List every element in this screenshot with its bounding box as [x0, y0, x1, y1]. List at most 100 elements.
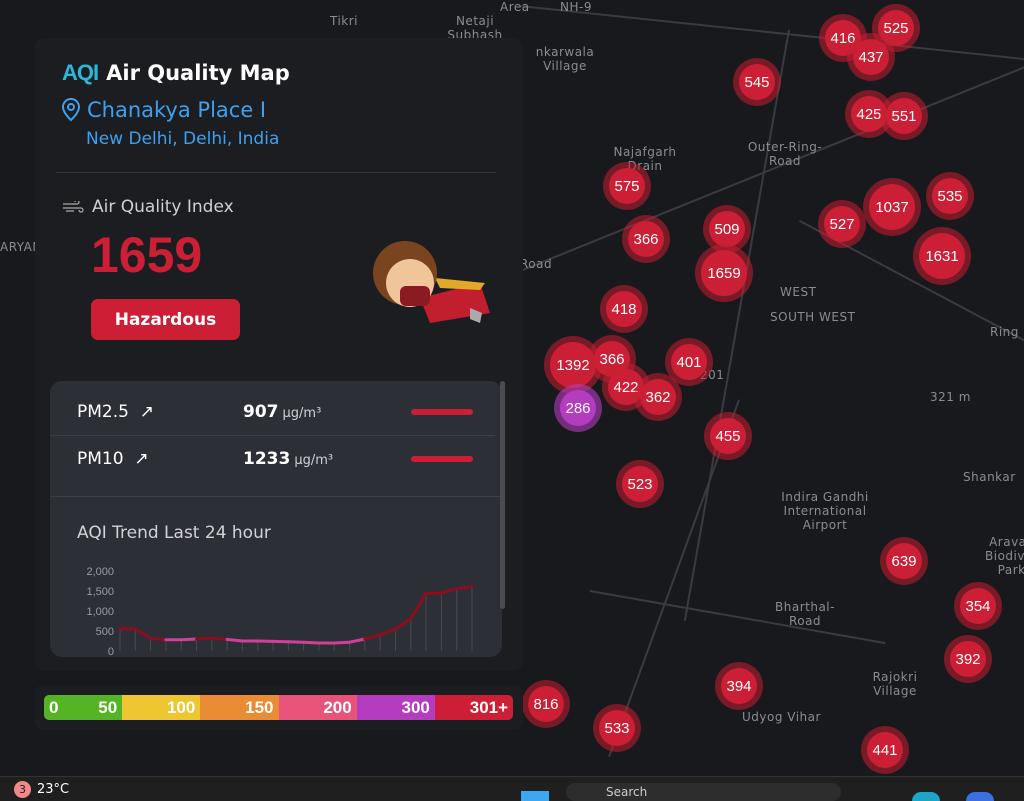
trend-line-segment [302, 640, 321, 645]
weather-badge: 3 [14, 781, 31, 798]
aqi-marker[interactable]: 1631 [913, 227, 971, 285]
aqi-marker-value: 362 [640, 379, 676, 415]
location-city: New Delhi, Delhi, India [86, 129, 280, 149]
pollutant-level-bar [411, 409, 473, 415]
app-title-text: Air Quality Map [106, 61, 290, 85]
app-title: AQI Air Quality Map [62, 60, 290, 86]
aqi-marker[interactable]: 455 [704, 412, 752, 460]
wind-icon [63, 201, 84, 213]
aqi-marker[interactable]: 354 [954, 582, 1002, 630]
aqi-marker-value: 455 [710, 418, 746, 454]
map-label: NH-9 [560, 0, 592, 14]
location-name-text: Chanakya Place I [87, 98, 267, 122]
trend-arrow-icon: ↗ [134, 449, 149, 469]
aqi-marker[interactable]: 527 [818, 200, 866, 248]
location-name[interactable]: Chanakya Place I [61, 98, 266, 122]
divider [50, 435, 495, 436]
trend-arrow-icon: ↗ [139, 402, 155, 422]
aqi-marker-value: 816 [528, 686, 564, 722]
trend-line-segment [133, 627, 153, 640]
copilot-icon[interactable] [966, 792, 994, 801]
pollutant-value: 1233 [243, 449, 291, 469]
trend-line-segment [393, 617, 413, 631]
aqi-logo: AQI [62, 60, 99, 85]
map-label: nkarwala Village [535, 45, 595, 73]
map-label: Shankar [963, 470, 1016, 484]
pollutant-name: PM10 [77, 449, 124, 469]
aqi-marker[interactable]: 362 [634, 373, 682, 421]
aqi-marker[interactable]: 1037 [863, 178, 921, 236]
map-label: Rajokri Village [872, 670, 918, 698]
y-tick-label: 1,500 [86, 586, 114, 598]
trend-line-segment [210, 636, 229, 641]
aqi-trend-chart: 2,000 1,500 1,000 500 0 [86, 566, 474, 657]
aqi-marker-value: 441 [867, 732, 903, 768]
aqi-marker-value: 535 [932, 178, 968, 214]
legend-label: 300 [401, 697, 430, 717]
aqi-marker[interactable]: 535 [926, 172, 974, 220]
map-label: Aravali Biodiver Park [985, 535, 1024, 577]
aqi-marker[interactable]: 392 [944, 635, 992, 683]
trend-line-segment [179, 637, 199, 642]
aqi-value: 1659 [91, 227, 203, 283]
legend-segment: 100 [122, 695, 201, 720]
aqi-marker[interactable]: 394 [715, 662, 763, 710]
trend-line-segment [378, 627, 397, 637]
aqi-marker-value: 354 [960, 588, 996, 624]
divider [50, 496, 502, 497]
trend-line-segment [225, 637, 244, 643]
aqi-marker[interactable]: 286 [554, 384, 602, 432]
aqi-marker-value: 551 [886, 98, 922, 134]
trend-line-segment [439, 587, 459, 595]
map-label: Udyog Vihar [742, 710, 821, 724]
pollutant-row-pm25[interactable]: PM2.5 ↗ 907 µg/m³ [50, 389, 495, 435]
search-placeholder: Search [606, 785, 648, 799]
aqi-marker[interactable]: 551 [880, 92, 928, 140]
map-label: SOUTH WEST [770, 310, 856, 324]
pollutant-unit: µg/m³ [282, 406, 322, 421]
map-label: Road [520, 257, 553, 271]
weather-widget[interactable]: 3 23°C [14, 781, 69, 798]
aqi-marker-value: 422 [608, 369, 644, 405]
scrollbar[interactable] [500, 381, 505, 609]
map-label: Indira Gandhi International Airport [781, 490, 869, 532]
aqi-marker[interactable]: 575 [603, 162, 651, 210]
taskbar-search[interactable]: Search [566, 783, 841, 801]
aqi-marker[interactable]: 639 [880, 537, 928, 585]
aqi-marker[interactable]: 401 [665, 338, 713, 386]
aqi-legend: 0 50 100 150 200 300 301+ [44, 695, 513, 720]
aqi-marker[interactable]: 523 [616, 460, 664, 508]
windows-start-icon[interactable] [521, 791, 549, 801]
map-label: WEST [780, 285, 817, 299]
aqi-marker-value: 394 [721, 668, 757, 704]
legend-label: 100 [166, 697, 196, 717]
legend-segment: 150 [200, 695, 279, 720]
aqi-marker[interactable]: 1659 [695, 244, 753, 302]
aqi-marker-value: 418 [606, 291, 642, 327]
aqi-marker[interactable]: 816 [522, 680, 570, 728]
pollutant-row-pm10[interactable]: PM10 ↗ 1233 µg/m³ [50, 436, 495, 482]
edge-icon[interactable] [912, 792, 940, 801]
aqi-marker[interactable]: 545 [733, 58, 781, 106]
aqi-marker[interactable]: 533 [593, 704, 641, 752]
legend-label: 150 [245, 697, 274, 717]
legend-segment: 301+ [434, 695, 513, 720]
legend-label: 200 [323, 697, 352, 717]
legend-label: 50 [98, 697, 118, 717]
aqi-marker[interactable]: 366 [622, 215, 670, 263]
road [683, 29, 790, 621]
trend-line-segment [195, 636, 214, 641]
aqi-marker-value: 286 [560, 390, 596, 426]
pollutant-card: PM2.5 ↗ 907 µg/m³ PM10 ↗ 1233 µg/m³ AQI Tr… [50, 381, 502, 657]
map-label: Tikri [330, 14, 359, 28]
aqi-marker[interactable]: 441 [861, 726, 909, 774]
trend-line-segment [348, 637, 367, 644]
aqi-marker-value: 1659 [701, 250, 747, 296]
map-label: Outer-Ring-Road [747, 140, 823, 168]
legend-segment: 300 [356, 695, 435, 720]
aqi-marker[interactable]: 437 [847, 33, 895, 81]
aqi-marker-value: 545 [739, 64, 775, 100]
aqi-marker[interactable]: 418 [600, 285, 648, 333]
aqi-panel: AQI Air Quality Map Chanakya Place I New… [35, 38, 523, 671]
aqi-marker-value: 366 [628, 221, 664, 257]
